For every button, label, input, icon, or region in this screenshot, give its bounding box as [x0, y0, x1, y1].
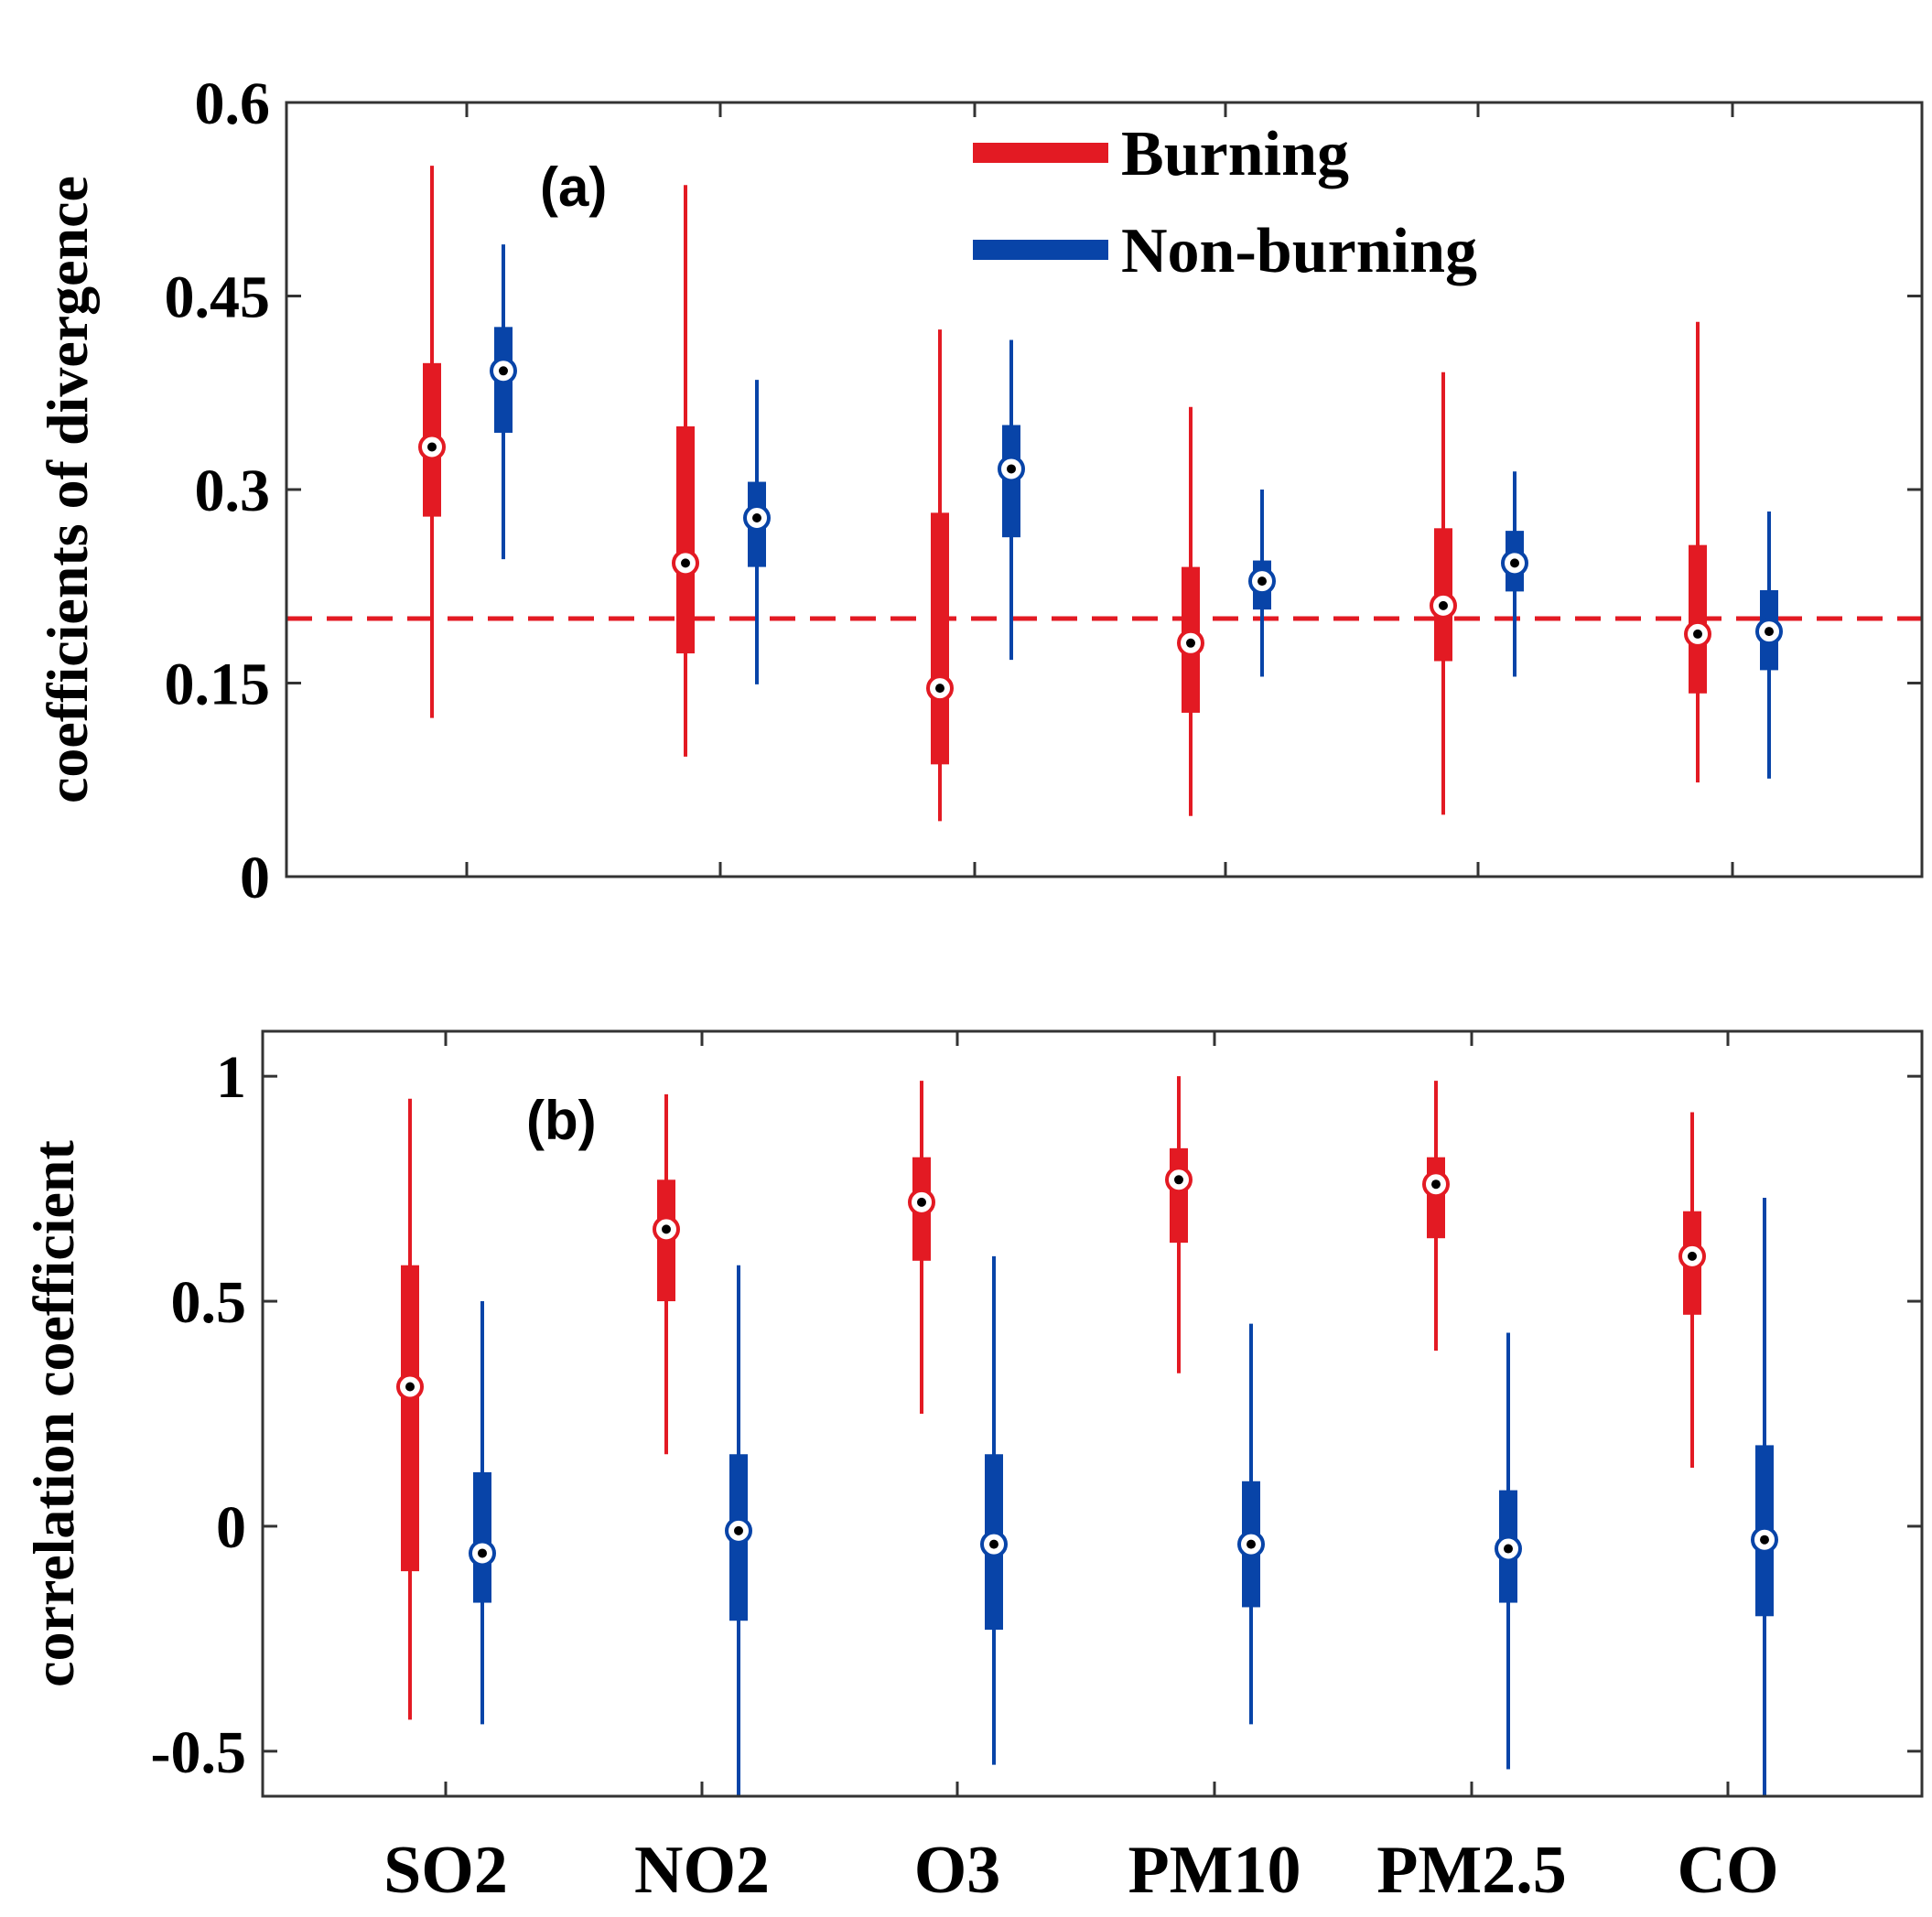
burning-o3-median-dot [917, 1197, 926, 1207]
non-burning-no2-median-dot [752, 513, 761, 523]
panel-a-data [286, 166, 1922, 822]
ytick-label: 0.5 [171, 1269, 247, 1336]
burning-no2-box [676, 425, 695, 654]
x-category-label: PM2.5 [1376, 1833, 1567, 1908]
panel-a: 0 0.15 0.3 0.45 0.6 (a) coefficients of diverg… [35, 70, 1924, 911]
ytick-label: 0 [216, 1494, 246, 1561]
non-burning-no2-median-dot [734, 1525, 743, 1535]
burning-co-box [1689, 544, 1707, 694]
x-category-label: O3 [914, 1833, 1001, 1908]
burning-pm10-median-dot [1174, 1175, 1183, 1185]
legend-swatch-burning [973, 143, 1108, 163]
non-burning-so2-median-dot [499, 366, 508, 376]
legend-swatch-non-burning [973, 240, 1108, 260]
y-axis-title: coefficients of divergence [35, 176, 100, 803]
x-category-label: NO2 [634, 1833, 770, 1908]
legend-label-non-burning: Non-burning [1121, 216, 1477, 286]
legend-label-burning: Burning [1121, 119, 1349, 189]
ytick-label: 1 [216, 1044, 246, 1111]
burning-so2-median-dot [427, 442, 437, 452]
non-burning-pm2-5-median-dot [1504, 1544, 1513, 1554]
legend: Burning Non-burning [973, 119, 1477, 286]
ytick-label: 0.15 [165, 652, 271, 718]
non-burning-so2-box [473, 1471, 491, 1603]
non-burning-so2-median-dot [478, 1548, 487, 1558]
burning-so2-median-dot [405, 1382, 415, 1392]
panel-a-frame [285, 101, 1924, 878]
ytick-label: 0 [240, 845, 270, 911]
non-burning-o3-median-dot [989, 1539, 998, 1549]
burning-so2-box [401, 1265, 419, 1572]
non-burning-pm10-median-dot [1247, 1539, 1256, 1549]
burning-o3-box [931, 512, 949, 765]
burning-pm10-box [1170, 1147, 1188, 1244]
non-burning-co-median-dot [1765, 627, 1774, 637]
burning-no2-median-dot [681, 558, 690, 568]
non-burning-co-median-dot [1760, 1535, 1769, 1545]
non-burning-pm2-5-median-dot [1510, 558, 1519, 568]
non-burning-pm10-median-dot [1257, 576, 1267, 587]
burning-o3-median-dot [935, 684, 944, 694]
ytick-label: 0.6 [195, 70, 271, 137]
panel-label: (a) [540, 156, 607, 218]
burning-no2-median-dot [662, 1224, 671, 1234]
burning-co-median-dot [1688, 1251, 1697, 1261]
panel-b-data [396, 1076, 1778, 1796]
panel-b: -0.5 0 0.5 1 (b) correlation coefficient SO2 NO… [21, 1029, 1924, 1908]
ytick-label: 0.3 [195, 458, 271, 524]
panel-b-frame [261, 1029, 1924, 1798]
panel-label: (b) [526, 1090, 597, 1151]
non-burning-o3-median-dot [1007, 464, 1016, 474]
x-category-label: PM10 [1128, 1833, 1301, 1908]
burning-co-median-dot [1693, 629, 1702, 639]
x-category-label: SO2 [383, 1833, 508, 1908]
burning-pm10-median-dot [1186, 638, 1195, 648]
x-category-label: CO [1678, 1833, 1779, 1908]
burning-pm2-5-median-dot [1439, 600, 1448, 610]
y-axis-title: correlation coefficient [21, 1139, 86, 1686]
ytick-label: 0.45 [165, 264, 271, 331]
burning-pm2-5-median-dot [1431, 1179, 1441, 1190]
ytick-label: -0.5 [151, 1719, 246, 1786]
